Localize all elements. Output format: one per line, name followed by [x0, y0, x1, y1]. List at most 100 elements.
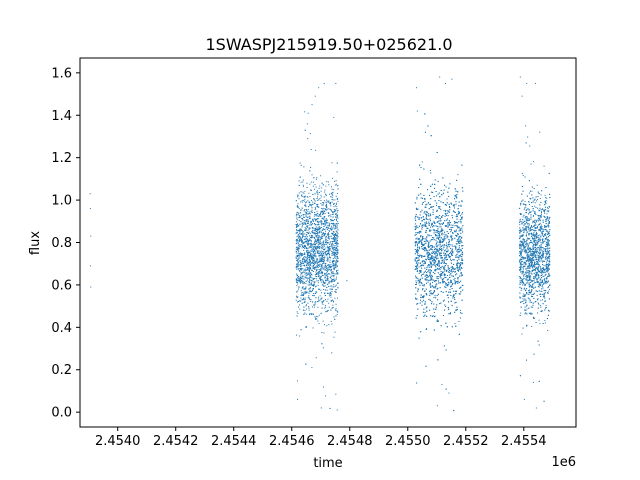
data-point: [302, 195, 304, 197]
data-point: [315, 240, 317, 242]
data-point: [318, 314, 320, 316]
data-point: [331, 268, 333, 270]
data-point: [310, 204, 312, 206]
data-point: [318, 275, 320, 277]
data-point: [295, 266, 297, 268]
data-point: [460, 222, 462, 224]
data-point: [329, 261, 331, 263]
data-point: [306, 263, 308, 265]
data-point: [308, 264, 310, 266]
data-point: [331, 225, 333, 227]
data-point: [318, 250, 320, 252]
data-point: [332, 199, 334, 201]
data-point: [302, 232, 304, 234]
data-point: [449, 209, 451, 211]
data-point: [296, 296, 298, 298]
data-point: [332, 300, 334, 302]
data-point: [423, 265, 424, 267]
data-point: [315, 220, 317, 222]
data-point: [296, 273, 298, 275]
data-point: [300, 237, 302, 239]
data-point: [308, 281, 310, 283]
data-point: [311, 281, 313, 283]
data-point: [309, 260, 311, 262]
data-point: [306, 216, 308, 218]
data-point: [431, 224, 433, 226]
data-point: [330, 320, 332, 322]
data-point: [327, 298, 329, 300]
data-point: [297, 262, 299, 264]
data-point: [307, 219, 309, 221]
data-point: [335, 216, 337, 218]
data-point: [437, 293, 439, 295]
data-point: [319, 214, 321, 216]
data-point: [448, 271, 450, 273]
data-point: [296, 260, 298, 262]
data-point: [426, 213, 428, 215]
data-point: [459, 215, 461, 217]
data-point: [430, 263, 432, 265]
data-point: [335, 303, 337, 305]
data-point: [316, 227, 318, 229]
data-point: [304, 209, 306, 210]
data-point: [319, 277, 321, 279]
data-point: [321, 231, 323, 233]
data-point: [324, 256, 326, 258]
data-point: [433, 262, 435, 264]
data-point: [334, 219, 336, 221]
data-point: [316, 206, 318, 208]
data-point: [298, 247, 300, 249]
data-point: [311, 284, 313, 286]
data-point: [458, 230, 460, 232]
data-point: [419, 254, 421, 256]
data-point: [320, 203, 322, 205]
data-point: [298, 225, 300, 227]
data-point: [298, 232, 300, 234]
data-point: [296, 334, 298, 336]
data-point: [318, 278, 320, 280]
data-point: [295, 256, 297, 258]
data-point: [302, 214, 304, 216]
data-point: [315, 239, 317, 241]
data-point: [447, 297, 449, 299]
data-point: [318, 206, 320, 208]
data-point: [461, 241, 463, 243]
data-point: [300, 181, 302, 183]
data-point: [324, 273, 326, 275]
data-point: [329, 293, 331, 295]
data-point: [317, 204, 319, 206]
data-point: [319, 241, 321, 243]
data-point: [327, 264, 329, 266]
data-point: [322, 233, 324, 235]
data-point: [324, 251, 326, 253]
data-point: [323, 292, 325, 294]
data-point: [304, 241, 306, 243]
data-point: [304, 253, 306, 255]
data-point: [324, 269, 326, 271]
data-point: [316, 210, 318, 212]
data-point: [334, 273, 336, 275]
data-point: [315, 266, 317, 268]
data-point: [311, 277, 313, 279]
data-point: [432, 315, 434, 317]
data-point: [302, 219, 304, 221]
data-point: [326, 219, 328, 221]
data-point: [436, 195, 438, 197]
data-point: [454, 198, 456, 200]
data-point: [448, 269, 450, 271]
data-point: [437, 276, 439, 277]
data-point: [323, 267, 325, 269]
data-point: [313, 263, 315, 265]
data-point: [443, 262, 445, 264]
data-point: [450, 281, 452, 283]
data-point: [449, 244, 451, 246]
data-point: [423, 299, 425, 301]
data-point: [335, 249, 337, 251]
data-point: [306, 260, 308, 262]
data-point: [304, 246, 306, 248]
data-point: [315, 357, 317, 359]
data-point: [337, 269, 339, 271]
data-point: [314, 304, 316, 306]
data-point: [322, 253, 324, 255]
data-point: [321, 307, 323, 309]
